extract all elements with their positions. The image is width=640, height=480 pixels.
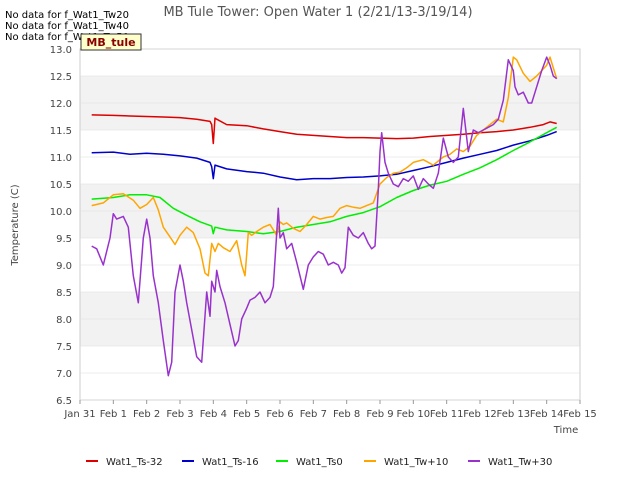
x-tick-label: Feb 9: [366, 409, 393, 420]
y-tick-label: 9.5: [56, 234, 72, 245]
y-tick-label: 8.0: [56, 315, 72, 326]
legend: Wat1_Ts-32 Wat1_Ts-16 Wat1_Ts0 Wat1_Tw+10 Wa…: [86, 457, 552, 468]
y-tick-label: 13.0: [50, 45, 72, 56]
x-axis: Jan 31 Feb 1 Feb 2 Feb 3 Feb 4 Feb 5 Feb 6 Feb …: [63, 400, 597, 420]
x-tick-label: Feb 1: [100, 409, 127, 420]
legend-label: Wat1_Ts-16: [202, 457, 259, 468]
x-tick-label: Feb 8: [333, 409, 360, 420]
x-tick-label: Jan 31: [63, 409, 95, 420]
station-box-label: MB_tule: [86, 36, 135, 49]
series-line-Wat1_Tw+10: [91, 56, 558, 277]
no-data-note: No data for f_Wat1_Tw20: [5, 10, 129, 21]
y-axis: 6.5 7.0 7.5 8.0 8.5 9.0 9.5 10.0 10.5 11.0 11.5 12.…: [50, 45, 580, 407]
x-tick-label: Feb 4: [200, 409, 227, 420]
x-tick-label: Feb 12: [463, 409, 497, 420]
series-line-Wat1_Tw+30: [91, 56, 558, 377]
x-tick-label: Feb 3: [166, 409, 193, 420]
legend-label: Wat1_Ts0: [296, 457, 343, 468]
x-tick-label: Feb 14: [530, 409, 564, 420]
x-tick-label: Feb 2: [133, 409, 160, 420]
series-line-Wat1_Ts-32: [91, 114, 557, 145]
x-tick-label: Feb 6: [266, 409, 293, 420]
y-tick-label: 12.0: [50, 99, 72, 110]
y-tick-label: 8.5: [56, 288, 72, 299]
legend-label: Wat1_Tw+30: [488, 457, 552, 468]
y-tick-label: 6.5: [56, 396, 72, 407]
series-lines: [91, 56, 558, 377]
x-tick-label: Feb 5: [233, 409, 260, 420]
chart-title: MB Tule Tower: Open Water 1 (2/21/13-3/1…: [163, 5, 472, 20]
legend-label: Wat1_Ts-32: [106, 457, 163, 468]
x-tick-label: Feb 7: [300, 409, 327, 420]
y-tick-label: 9.0: [56, 261, 72, 272]
y-tick-label: 7.5: [56, 342, 72, 353]
y-tick-label: 10.0: [50, 207, 72, 218]
y-tick-label: 11.0: [50, 153, 72, 164]
x-tick-label: Feb 10: [397, 409, 431, 420]
x-axis-label: Time: [553, 425, 578, 436]
y-tick-label: 7.0: [56, 369, 72, 380]
x-tick-label: Feb 13: [497, 409, 531, 420]
x-tick-label: Feb 15: [563, 409, 597, 420]
x-tick-label: Feb 11: [430, 409, 464, 420]
series-line-Wat1_Ts-16: [91, 130, 557, 181]
station-box: MB_tule: [80, 33, 142, 51]
y-tick-label: 12.5: [50, 72, 72, 83]
no-data-note: No data for f_Wat1_Tw40: [5, 21, 129, 32]
legend-label: Wat1_Tw+10: [384, 457, 448, 468]
y-tick-label: 10.5: [50, 180, 72, 191]
y-axis-label: Temperature (C): [10, 184, 21, 266]
no-data-note: No data for f_Wat1_Tw50: [5, 32, 129, 43]
y-tick-label: 11.5: [50, 126, 72, 137]
